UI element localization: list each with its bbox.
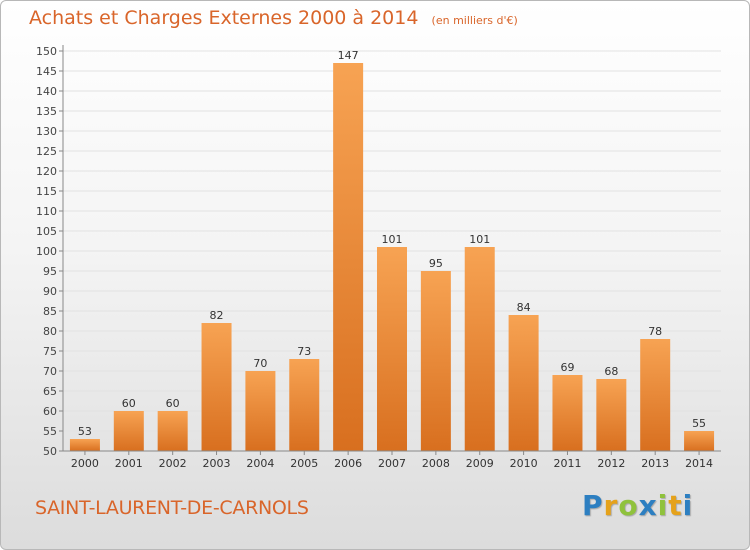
y-tick-label: 145 (36, 65, 57, 78)
bar-value-label: 53 (78, 425, 92, 438)
y-tick-label: 60 (43, 405, 57, 418)
bar (640, 339, 671, 451)
logo-letter: P (582, 489, 604, 522)
bar-value-label: 70 (253, 357, 267, 370)
y-tick-label: 120 (36, 165, 57, 178)
y-tick-label: 75 (43, 345, 57, 358)
bar-value-label: 82 (210, 309, 224, 322)
y-tick-label: 80 (43, 325, 57, 338)
x-tick-label: 2013 (641, 457, 669, 470)
bar (157, 411, 188, 451)
y-tick-label: 70 (43, 365, 57, 378)
y-tick-label: 55 (43, 425, 57, 438)
bar (113, 411, 144, 451)
bar (201, 323, 232, 451)
bar-value-label: 73 (297, 345, 311, 358)
x-tick-label: 2005 (290, 457, 318, 470)
bar-value-label: 101 (382, 233, 403, 246)
logo-letter: x (638, 489, 658, 522)
x-tick-label: 2004 (246, 457, 274, 470)
proxiti-logo[interactable]: Proxiti (582, 489, 693, 522)
x-tick-label: 2009 (466, 457, 494, 470)
y-tick-label: 135 (36, 105, 57, 118)
y-tick-label: 130 (36, 125, 57, 138)
chart-title: Achats et Charges Externes 2000 à 2014 (29, 7, 419, 29)
bar (552, 375, 583, 451)
bar (245, 371, 276, 451)
bars: 53 60 60 82 70 73 147 101 95 101 84 69 68 78 55 (69, 49, 715, 451)
bar (289, 359, 320, 451)
y-tick-label: 100 (36, 245, 57, 258)
bar (464, 247, 495, 451)
bar (377, 247, 407, 451)
commune-name: SAINT-LAURENT-DE-CARNOLS (35, 497, 309, 519)
logo-letter: i (682, 489, 694, 522)
bar-value-label: 69 (560, 361, 574, 374)
logo-letter: o (618, 489, 639, 522)
y-tick-label: 110 (36, 205, 57, 218)
title-row: Achats et Charges Externes 2000 à 2014 (… (29, 7, 518, 29)
chart-subtitle: (en milliers d'€) (431, 14, 518, 27)
bar (684, 431, 715, 451)
bar-value-label: 68 (604, 365, 618, 378)
y-tick-label: 65 (43, 385, 57, 398)
bar-value-label: 147 (338, 49, 359, 62)
x-tick-label: 2001 (115, 457, 143, 470)
bar (508, 315, 539, 451)
bar-value-label: 78 (648, 325, 662, 338)
bar (69, 439, 100, 451)
logo-letter: r (603, 489, 619, 522)
x-tick-label: 2000 (71, 457, 99, 470)
x-tick-label: 2007 (378, 457, 406, 470)
bar (420, 271, 451, 451)
axes: 50 55 60 65 70 75 80 85 90 95 100 105 110 115 120 125 13… (36, 45, 721, 470)
logo-letter: t (668, 489, 683, 522)
x-tick-label: 2008 (422, 457, 450, 470)
logo-letter: i (657, 489, 669, 522)
bar-value-label: 101 (469, 233, 490, 246)
x-tick-label: 2011 (553, 457, 581, 470)
y-tick-label: 150 (36, 45, 57, 58)
x-tick-label: 2014 (685, 457, 713, 470)
x-tick-label: 2003 (203, 457, 231, 470)
x-tick-label: 2006 (334, 457, 362, 470)
y-tick-label: 140 (36, 85, 57, 98)
bar-value-label: 60 (166, 397, 180, 410)
bar-value-label: 55 (692, 417, 706, 430)
y-tick-label: 105 (36, 225, 57, 238)
y-tick-label: 50 (43, 445, 57, 458)
y-tick-label: 115 (36, 185, 57, 198)
bar-value-label: 60 (122, 397, 136, 410)
bar (333, 63, 364, 451)
bar-value-label: 84 (517, 301, 531, 314)
x-tick-label: 2010 (510, 457, 538, 470)
y-tick-label: 90 (43, 285, 57, 298)
y-tick-label: 125 (36, 145, 57, 158)
bar (596, 379, 627, 451)
y-tick-label: 95 (43, 265, 57, 278)
y-tick-label: 85 (43, 305, 57, 318)
x-tick-label: 2002 (159, 457, 187, 470)
x-tick-label: 2012 (597, 457, 625, 470)
bar-value-label: 95 (429, 257, 443, 270)
